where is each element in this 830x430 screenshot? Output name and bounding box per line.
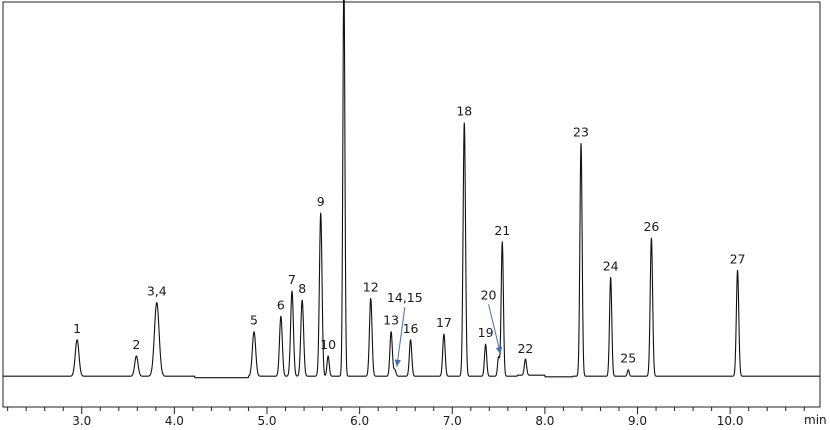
x-tick-label: 10.0 (717, 414, 744, 428)
peak-label: 9 (317, 194, 325, 209)
peak-label: 6 (277, 297, 285, 312)
peak-label: 8 (298, 281, 306, 296)
peak-label: 3,4 (147, 284, 167, 299)
x-tick-label: 8.0 (535, 414, 554, 428)
annotation-arrowhead (495, 346, 503, 355)
annotation-arrow-line (488, 304, 502, 355)
peak-label: 7 (288, 272, 296, 287)
peak-label: 21 (494, 223, 510, 238)
x-tick-label: 5.0 (257, 414, 276, 428)
peak-label: 10 (320, 337, 336, 352)
annotation-arrows (394, 304, 503, 367)
x-tick-label: 9.0 (628, 414, 647, 428)
annotation-arrow-line (396, 307, 406, 367)
peak-label: 26 (643, 219, 659, 234)
peak-label: 18 (456, 104, 472, 119)
x-tick-label: 6.0 (350, 414, 369, 428)
peak-label: 20 (481, 287, 497, 302)
peak-label: 5 (250, 313, 258, 328)
peak-label: 19 (478, 325, 494, 340)
peak-labels: 123,4567891011121314,1516171819202122232… (73, 104, 746, 366)
annotation-arrowhead (394, 359, 401, 367)
peak-label: 22 (517, 341, 533, 356)
chromatogram-trace (2, 0, 821, 379)
peak-label: 25 (620, 351, 636, 366)
peak-label: 23 (573, 124, 589, 139)
x-axis-unit-label: min (804, 413, 827, 427)
peak-label: 13 (383, 313, 399, 328)
peak-label: 12 (363, 279, 379, 294)
peak-label: 17 (436, 315, 452, 330)
peak-label: 14,15 (387, 290, 423, 305)
peak-label: 1 (73, 321, 81, 336)
x-tick-label: 4.0 (165, 414, 184, 428)
peak-label: 27 (730, 252, 746, 267)
x-axis: 3.0 4.0 5.0 6.0 7.0 8.0 9.0 10.0 (7, 407, 805, 428)
peak-label: 16 (403, 321, 419, 336)
plot-frame (2, 1, 821, 408)
peak-label: 24 (603, 258, 619, 273)
x-tick-label: 3.0 (72, 414, 91, 428)
peak-label: 2 (132, 337, 140, 352)
x-tick-label: 7.0 (443, 414, 462, 428)
